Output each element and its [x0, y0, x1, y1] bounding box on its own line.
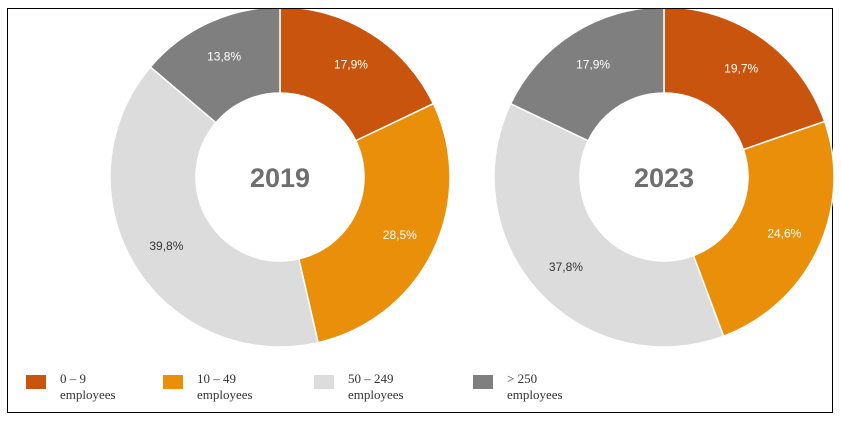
slice-value-label: 39,8% — [149, 239, 183, 253]
donut-slice — [279, 9, 435, 142]
legend-label: 0 – 9 employees — [60, 371, 116, 402]
donut-chart-2023: 19,7% 24,6% 37,8% 17,9% 2023 — [493, 9, 834, 348]
donut-slice — [109, 65, 320, 348]
slice-value-label: 24,6% — [767, 227, 801, 241]
donut-center-label: 2019 — [250, 163, 310, 193]
donut-slice — [692, 120, 834, 338]
slice-value-label: 28,5% — [383, 228, 417, 242]
donut-chart-2019: 17,9% 28,5% 39,8% 13,8% 2019 — [109, 9, 451, 348]
legend-label: 10 – 49 employees — [197, 371, 253, 402]
donut-center-label: 2023 — [634, 163, 694, 193]
donut-slice — [297, 102, 451, 344]
legend-swatch — [473, 375, 493, 389]
donut-slice — [509, 9, 665, 142]
slice-value-label: 17,9% — [334, 57, 368, 71]
legend-swatch — [314, 375, 334, 389]
donut-slice — [149, 9, 281, 124]
legend: 0 – 9 employees 10 – 49 employees 50 – 2… — [26, 371, 826, 411]
donut-charts: 17,9%28,5%39,8%13,8%201919,7%24,6%37,8%1… — [109, 9, 834, 348]
slice-value-label: 13,8% — [207, 49, 241, 63]
donut-slice — [493, 102, 725, 348]
legend-swatch — [163, 375, 183, 389]
legend-label: > 250 employees — [507, 371, 563, 402]
slice-value-label: 37,8% — [549, 260, 583, 274]
legend-swatch — [26, 375, 46, 389]
donut-slice — [663, 9, 826, 151]
slice-value-label: 17,9% — [576, 57, 610, 71]
slice-value-label: 19,7% — [724, 62, 758, 76]
chart-frame: 17,9% 28,5% 39,8% 13,8% 2019 19,7% 24,6% 37,8% 1… — [7, 8, 834, 413]
legend-label: 50 – 249 employees — [348, 371, 404, 402]
